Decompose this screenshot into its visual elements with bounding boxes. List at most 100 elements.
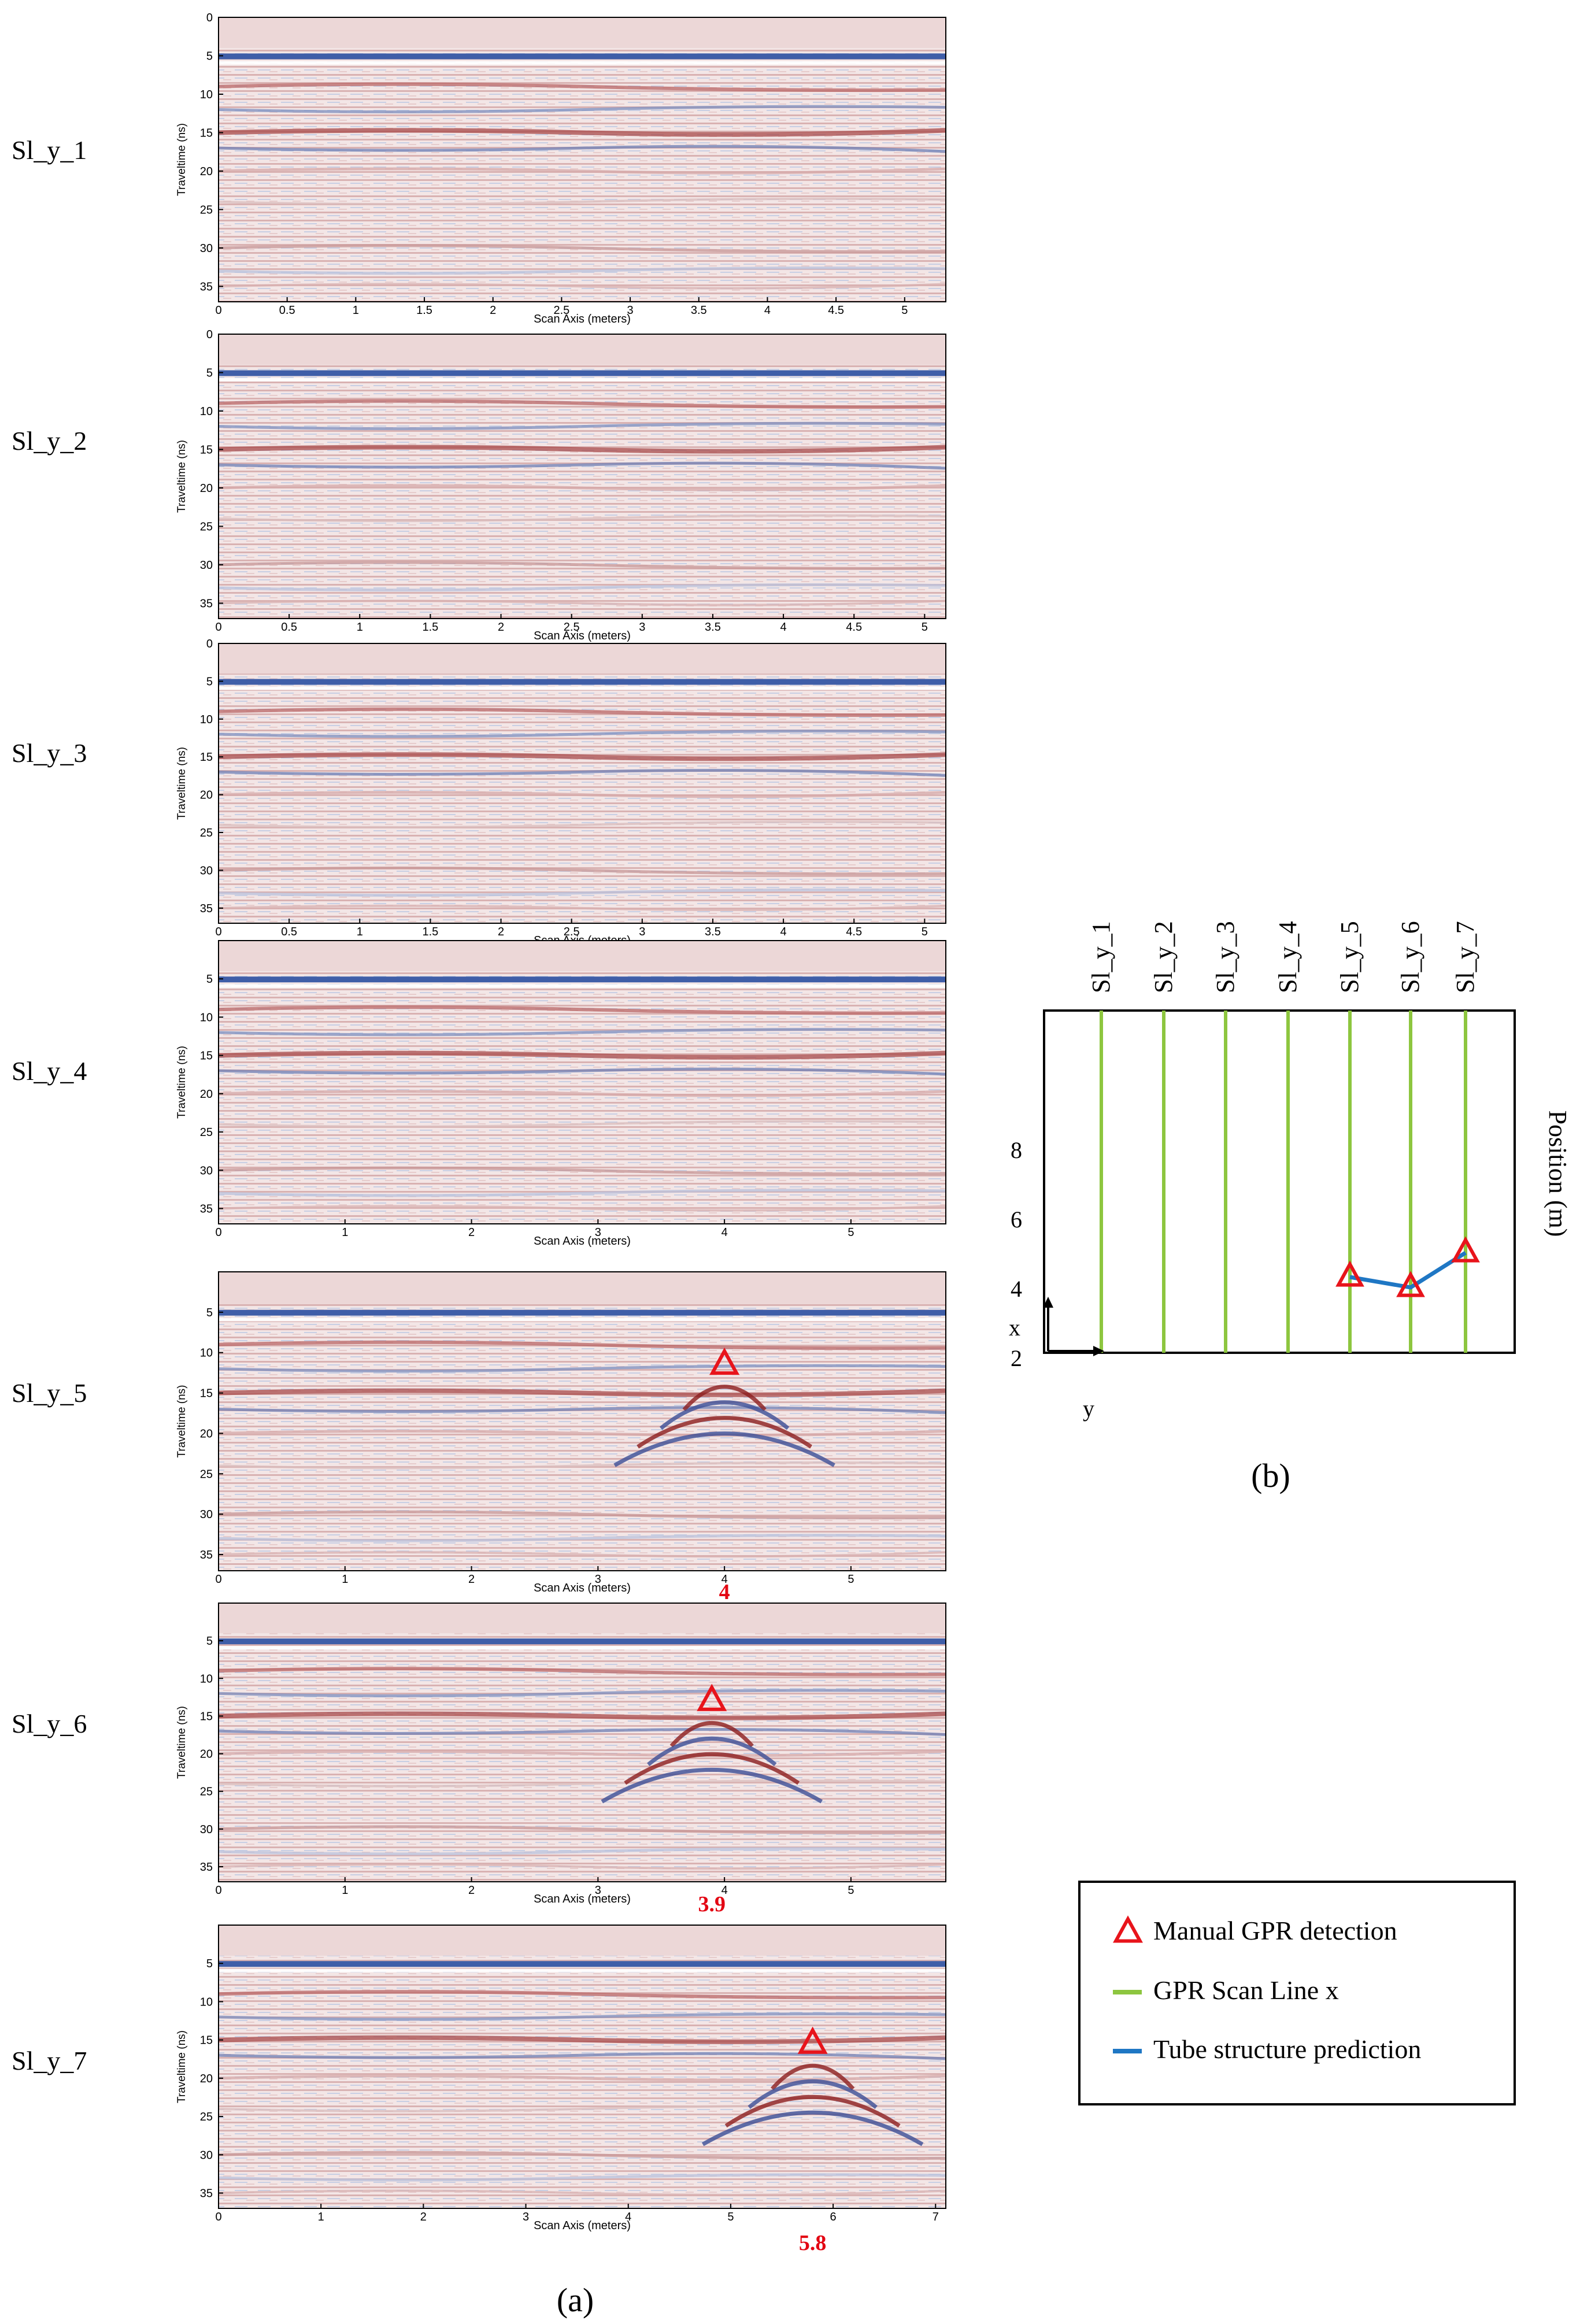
reflector-band [218, 1050, 946, 1060]
row-label: Sl_y_2 [12, 426, 87, 456]
x-axis-label: Scan Axis (meters) [534, 1235, 631, 1248]
x-tick-label: 0 [215, 1226, 221, 1239]
scan-line-label: Sl_y_7 [1451, 921, 1479, 993]
surface-white [219, 1968, 946, 1973]
plan-y-tick-label: 8 [1011, 1137, 1022, 1163]
row-label: Sl_y_4 [12, 1056, 87, 1086]
y-tick-label: 5 [206, 367, 213, 379]
reflector-band [218, 2151, 946, 2160]
x-axis-label: Scan Axis (meters) [534, 630, 631, 642]
reflector-band [218, 730, 946, 738]
legend-item-label: GPR Scan Line x [1153, 1975, 1339, 2005]
x-tick-label: 2 [498, 621, 504, 634]
gpr-panel-sl_y_5: 5 10 15 20 25 30 350 1 2 3 4 5 Scan Axis (meters) Tra… [12, 1271, 946, 1604]
x-tick-label: 2 [468, 1884, 475, 1897]
legend-item-label: Manual GPR detection [1153, 1916, 1397, 1945]
x-tick-label: 4.5 [846, 926, 862, 938]
hyperbola-reflection [659, 1400, 790, 1430]
x-tick-label: 5 [922, 926, 928, 938]
y-tick-label: 30 [200, 242, 213, 255]
x-tick-label: 4 [625, 2211, 631, 2223]
plan-detection-triangle-icon [1396, 1271, 1425, 1297]
reflector-band [218, 1711, 946, 1720]
x-tick-label: 3 [639, 926, 645, 938]
y-axis-label: Traveltime (ns) [176, 1706, 188, 1779]
reflector-band [218, 866, 946, 876]
reflector-band [218, 1551, 946, 1558]
x-tick-label: 0.5 [281, 926, 297, 938]
x-tick-label: 4.5 [828, 304, 844, 317]
x-tick-label: 4 [721, 1573, 728, 1586]
y-tick-label: 35 [200, 2188, 213, 2200]
y-axis-label: Traveltime (ns) [176, 440, 188, 513]
y-tick-label: 30 [200, 1508, 213, 1521]
reflector-band [218, 1189, 946, 1197]
x-tick-label: 2.5 [564, 621, 580, 634]
row-label: Sl_y_3 [12, 738, 87, 768]
reflector-band [218, 2189, 946, 2196]
plot-frame [218, 643, 946, 924]
x-tick-label: 4 [780, 621, 787, 634]
x-axis-label: Scan Axis (meters) [534, 1893, 631, 1905]
plot-frame [218, 17, 946, 302]
detection-position-label: 5.8 [799, 2231, 827, 2255]
reflector-band [218, 2012, 946, 2021]
reflector-band [218, 2173, 946, 2182]
reflector-band [218, 1005, 946, 1015]
x-tick-label: 5 [848, 1884, 854, 1897]
y-tick-label: 10 [200, 1347, 213, 1360]
reflector-band [218, 1728, 946, 1736]
hyperbola-reflection [624, 1752, 800, 1785]
x-tick-label: 2 [468, 1226, 475, 1239]
plot-frame [218, 1271, 946, 1571]
y-tick-label: 30 [200, 559, 213, 572]
reflector-band [218, 2104, 946, 2112]
x-tick-label: 3 [523, 2211, 529, 2223]
reflector-band [218, 1689, 946, 1697]
hyperbola-reflection [701, 2110, 924, 2147]
y-axis-label: Traveltime (ns) [176, 1046, 188, 1119]
scan-line-label: Sl_y_3 [1211, 921, 1239, 993]
y-axis-label: Traveltime (ns) [176, 2030, 188, 2103]
plot-frame [218, 1925, 946, 2209]
x-tick-label: 3 [595, 1884, 601, 1897]
plot-frame [218, 940, 946, 1224]
x-tick-label: 3 [627, 304, 634, 317]
y-axis-label: Traveltime (ns) [176, 1385, 188, 1458]
y-tick-label: 15 [200, 1710, 213, 1723]
y-tick-label: 20 [200, 2073, 213, 2085]
x-tick-label: 3.5 [705, 926, 721, 938]
x-tick-label: 0 [215, 2211, 221, 2223]
x-tick-label: 3 [595, 1573, 601, 1586]
reflector-band [218, 1205, 946, 1212]
y-tick-label: 25 [200, 1468, 213, 1481]
reflector-band [218, 1120, 946, 1128]
reflector-band [218, 105, 946, 114]
surface-reflection [219, 370, 946, 376]
radargram-background [219, 17, 946, 302]
scan-line-label: Sl_y_5 [1335, 921, 1364, 993]
x-tick-label: 0 [215, 1884, 221, 1897]
y-tick-label: 15 [200, 1387, 213, 1400]
x-tick-label: 0 [215, 304, 221, 317]
x-tick-label: 5 [848, 1226, 854, 1239]
reflector-band [218, 167, 946, 175]
reflector-band [218, 484, 946, 491]
x-axis-label: Scan Axis (meters) [534, 1582, 631, 1594]
reflector-band [218, 128, 946, 137]
reflector-band [218, 1990, 946, 2000]
y-tick-label: 35 [200, 1203, 213, 1216]
y-tick-label: 25 [200, 520, 213, 533]
y-tick-label: 10 [200, 88, 213, 101]
x-tick-label: 2.5 [564, 926, 580, 938]
y-tick-label: 10 [200, 713, 213, 726]
panel-b-label: (b) [1251, 1457, 1290, 1494]
hyperbola-reflection [748, 2079, 878, 2109]
x-tick-label: 5 [727, 2211, 734, 2223]
reflector-band [218, 283, 946, 290]
radargram-background [219, 643, 946, 923]
y-tick-label: 25 [200, 1126, 213, 1139]
x-tick-label: 1 [357, 926, 363, 938]
